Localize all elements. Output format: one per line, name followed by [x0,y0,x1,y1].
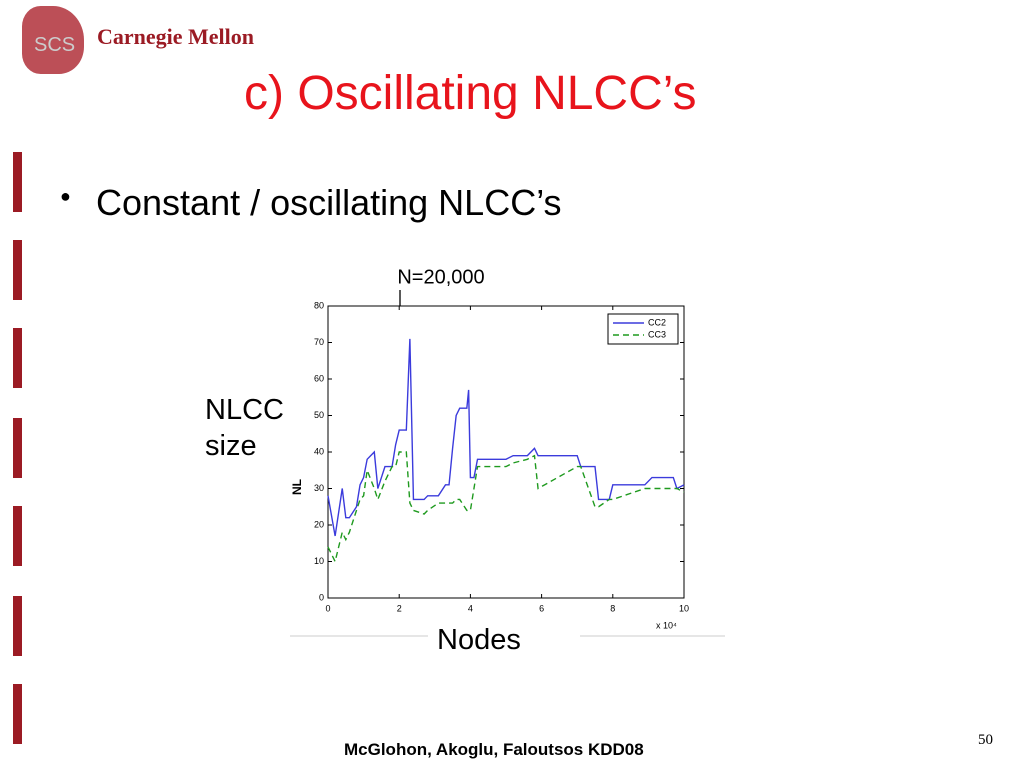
x-multiplier: x 10⁴ [656,620,677,630]
y-tick-label: 30 [314,483,324,493]
x-caption: Nodes [437,624,521,656]
footer-credit: McGlohon, Akoglu, Faloutsos KDD08 [344,740,644,759]
y-tick-label: 60 [314,373,324,383]
decor-bar [13,152,22,212]
y-tick-label: 0 [319,592,324,602]
decor-bar [13,328,22,388]
plot-frame [327,305,685,599]
y-tick-label: 80 [314,300,324,310]
logo-text: Carnegie Mellon [97,24,255,49]
legend-label: CC3 [648,329,666,339]
logo-badge: SCS [34,34,76,56]
legend-box [607,313,679,345]
y-caption-line: NLCC [205,394,284,426]
bullet-dot: ● [60,186,71,206]
decor-bar [13,596,22,656]
decor-bar [13,684,22,744]
slide-title: c) Oscillating NLCC’s [244,67,697,120]
y-axis-label: NL [290,479,304,495]
page-number: 50 [978,732,993,748]
y-caption: NLCC size [205,392,284,464]
x-tick-label: 10 [679,603,689,613]
decor-bar [13,240,22,300]
series-line [327,451,685,564]
legend-label: CC2 [648,317,666,327]
series-line [327,338,685,537]
y-tick-label: 40 [314,446,324,456]
x-tick-label: 0 [325,603,330,613]
y-tick-label: 70 [314,337,324,347]
y-caption-line: size [205,430,257,462]
y-tick-label: 20 [314,519,324,529]
bullet: Constant / oscillating NLCC’s [96,182,562,223]
x-tick-label: 2 [397,603,402,613]
x-tick-label: 6 [539,603,544,613]
logo-mark [22,6,84,74]
decor-bar [13,506,22,566]
decor-bar [13,418,22,478]
x-tick-label: 8 [610,603,615,613]
y-tick-label: 50 [314,410,324,420]
y-tick-label: 10 [314,556,324,566]
x-tick-label: 4 [468,603,473,613]
annotation: N=20,000 [397,266,484,288]
